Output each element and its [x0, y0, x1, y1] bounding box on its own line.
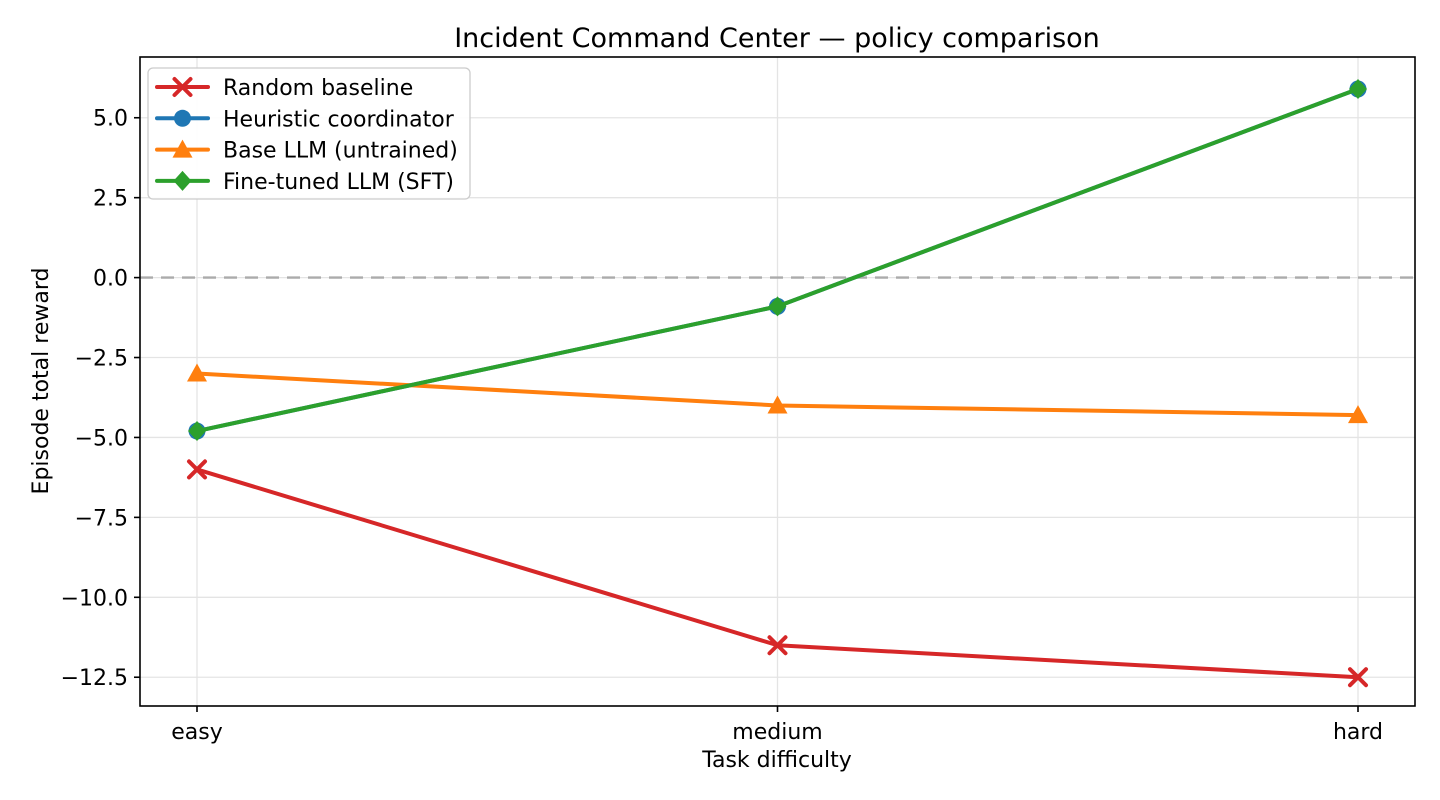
y-tick-label: −12.5 [61, 666, 128, 691]
diamond-marker [768, 296, 787, 317]
y-tick-label: −10.0 [61, 586, 128, 611]
triangle-marker [1348, 405, 1368, 424]
triangle-marker [187, 363, 207, 382]
series-layer [187, 78, 1368, 688]
diamond-marker [1349, 78, 1367, 99]
x-marker [767, 635, 788, 656]
legend-label: Fine-tuned LLM (SFT) [223, 170, 454, 195]
triangle-marker [767, 395, 788, 414]
y-tick-label: 0.0 [93, 267, 128, 292]
axis-layer: 5.0 2.5 0.0 −2.5 −5.0 −7.5 −10.0 −12.5 easy mediu… [61, 56, 1416, 745]
y-tick-label: −5.0 [75, 426, 128, 451]
x-axis-label: Task difficulty [701, 748, 852, 773]
y-tick-label: 2.5 [93, 187, 128, 212]
legend-label: Random baseline [223, 76, 413, 101]
legend-swatch-marker [172, 77, 193, 97]
y-axis-label: Episode total reward [29, 268, 54, 495]
y-tick-label: −7.5 [75, 506, 128, 531]
x-tick-label: easy [171, 720, 223, 745]
legend-swatch-marker [174, 109, 191, 127]
legend-swatch-marker [172, 139, 193, 158]
legend-swatch-marker [173, 170, 192, 191]
legend-box [147, 67, 471, 200]
x-marker [187, 459, 207, 480]
x-tick-label: hard [1333, 720, 1383, 745]
x-tick-label: medium [732, 720, 822, 745]
legend-label: Base LLM (untrained) [223, 139, 458, 164]
diamond-marker [188, 421, 206, 442]
chart-title: Incident Command Center — policy compari… [454, 23, 1100, 54]
x-marker [1348, 667, 1368, 688]
y-tick-label: 5.0 [93, 107, 128, 132]
legend-label: Heuristic coordinator [223, 107, 455, 132]
y-tick-label: −2.5 [75, 347, 128, 372]
legend: Random baseline Heuristic coordinator Base… [147, 67, 471, 200]
